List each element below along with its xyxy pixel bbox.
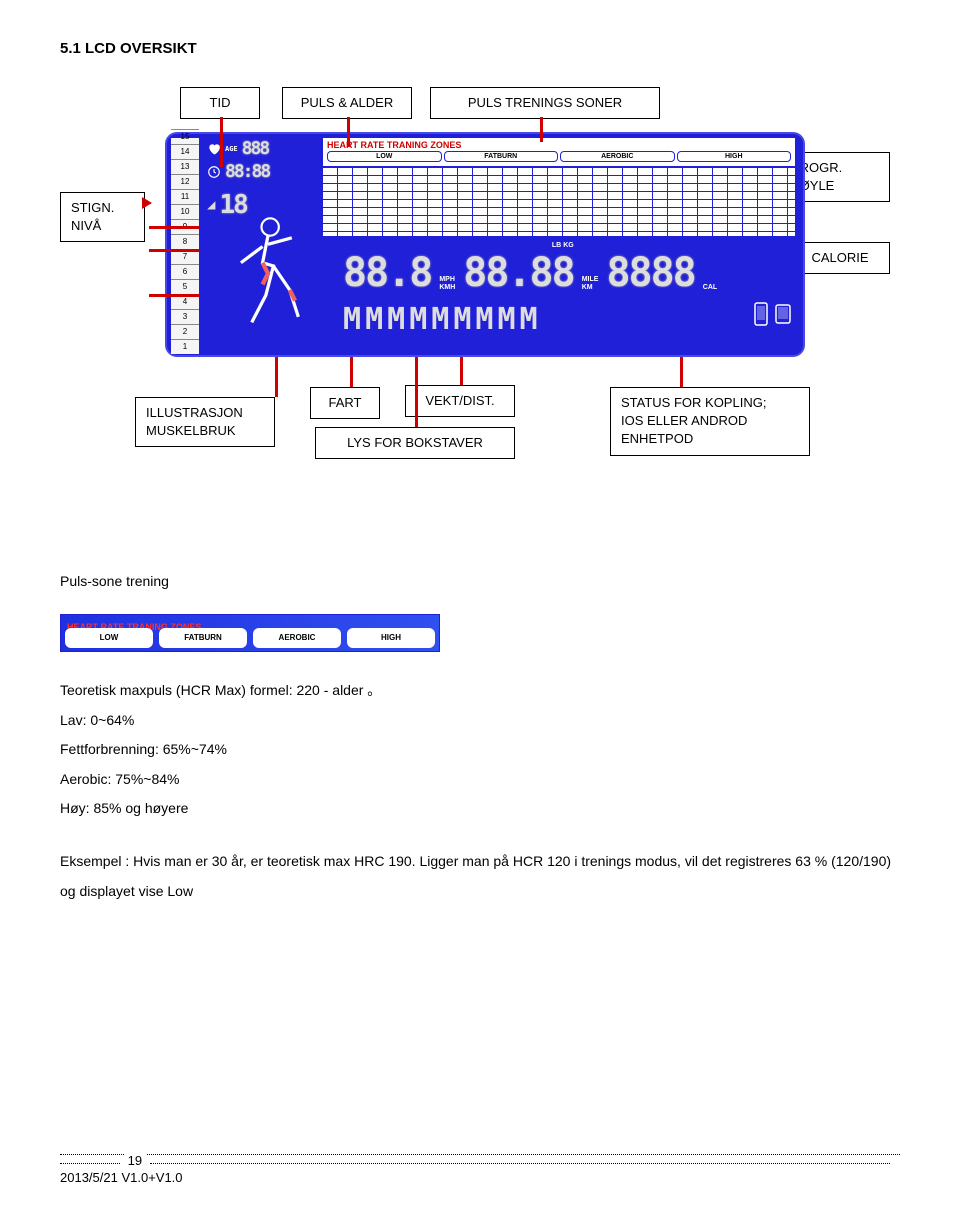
dist-digits: 88.88 [463,250,573,296]
tablet-icon [775,302,791,326]
zone-aerobic: AEROBIC [560,151,675,162]
label-puls-soner: PULS TRENINGS SONER [430,87,660,119]
scale-cell: 11 [171,189,199,204]
scale-cell: 3 [171,309,199,324]
runner-icon [213,214,323,344]
speed-digits: 88.8 [343,250,431,296]
lcd-content: AGE 888 88:88 ◢ 18 HEART RATE TRANING ZO… [203,134,803,355]
time-digits: 88:88 [225,161,269,182]
text-eksempel: Eksempel : Hvis man er 30 år, er teoreti… [60,847,900,906]
scale-cell: 12 [171,174,199,189]
label-illustrasjon: ILLUSTRASJON MUSKELBRUK [135,397,275,447]
label-calorie: CALORIE [790,242,890,274]
label-stign: STIGN. [71,200,114,215]
hr-zone-header: HEART RATE TRANING ZONES LOW FATBURN AER… [323,138,795,166]
pulse-digits: 888 [242,138,269,159]
alpha-seg: M [453,302,471,337]
unit-lb: LB [552,242,561,250]
zone-img-fatburn: FATBURN [159,628,247,649]
lcd-diagram: TID PULS & ALDER PULS TRENINGS SONER PRO… [60,87,900,527]
label-status-l2: IOS ELLER ANDROD [621,413,747,428]
text-formel: Teoretisk maxpuls (HCR Max) formel: 220 … [60,676,900,705]
unit-kmh: KMH [439,284,455,292]
zone-img-low: LOW [65,628,153,649]
label-status: STATUS FOR KOPLING; IOS ELLER ANDROD ENH… [610,387,810,456]
scale-cell: 10 [171,204,199,219]
scale-cell: 15 [171,129,199,144]
lcd-scale: 1 2 3 4 5 6 7 8 9 10 11 12 13 14 15 [171,138,199,354]
alpha-seg: M [409,302,427,337]
alpha-seg: M [343,302,361,337]
footer: 19 2013/5/21 V1.0+V1.0 [60,1154,900,1185]
scale-cell: 8 [171,234,199,249]
zone-high: HIGH [677,151,792,162]
device-icons [753,302,791,326]
label-lys: LYS FOR BOKSTAVER [315,427,515,459]
label-stign-niva: STIGN. NIVÅ [60,192,145,242]
unit-kg: KG [563,242,574,250]
section-title: 5.1 LCD OVERSIKT [60,40,900,57]
age-label: AGE [225,145,238,153]
text-puls-trening: Puls-sone trening [60,567,900,596]
scale-cell: 6 [171,264,199,279]
zone-img-high: HIGH [347,628,435,649]
scale-cell: 5 [171,279,199,294]
text-fett: Fettforbrenning: 65%~74% [60,735,900,764]
unit-mile: MILE [582,276,599,284]
text-aerobic: Aerobic: 75%~84% [60,765,900,794]
label-tid: TID [180,87,260,119]
big-digits: 8888 [606,250,694,296]
zone-fatburn: FATBURN [444,151,559,162]
alpha-row: M M M M M M M M M [343,302,795,337]
alpha-seg: M [475,302,493,337]
alpha-seg: M [365,302,383,337]
label-puls-alder: PULS & ALDER [282,87,412,119]
label-fart: FART [310,387,380,419]
text-lav: Lav: 0~64% [60,706,900,735]
text-hoy: Høy: 85% og høyere [60,794,900,823]
page-number: 19 [124,1153,146,1168]
runner-illustration [213,214,333,344]
alpha-seg: M [520,302,538,337]
lcd-top-digits: AGE 888 88:88 ◢ 18 [207,138,317,222]
scale-cell: 2 [171,324,199,339]
footer-version: 2013/5/21 V1.0+V1.0 [60,1170,900,1185]
label-illustrasjon-l1: ILLUSTRASJON [146,405,243,420]
phone-icon [753,302,769,326]
alpha-seg: M [497,302,515,337]
zone-img-aerobic: AEROBIC [253,628,341,649]
label-niva: NIVÅ [71,218,101,233]
scale-cell: 14 [171,144,199,159]
scale-cell: 13 [171,159,199,174]
alpha-seg: M [387,302,405,337]
scale-cell: 1 [171,339,199,354]
zone-image: HEART RATE TRANING ZONES LOW FATBURN AER… [60,614,440,652]
clock-icon [207,165,221,179]
label-illustrasjon-l2: MUSKELBRUK [146,423,236,438]
zone-low: LOW [327,151,442,162]
label-status-l3: ENHETPOD [621,431,693,446]
heart-icon [207,142,221,156]
lcd-panel: 1 2 3 4 5 6 7 8 9 10 11 12 13 14 15 AGE … [165,132,805,357]
unit-mph: MPH [439,276,455,284]
alpha-seg: M [431,302,449,337]
program-grid [323,168,795,236]
label-vekt-dist: VEKT/DIST. [405,385,515,417]
main-digits-row: 88.8 MPH KMH LBKG 88.88 MILE KM 8888 [343,242,795,296]
hr-zone-title: HEART RATE TRANING ZONES [327,140,791,150]
label-status-l1: STATUS FOR KOPLING; [621,395,766,410]
unit-cal: CAL [703,284,717,292]
unit-km: KM [582,284,599,292]
body-text: Puls-sone trening HEART RATE TRANING ZON… [60,567,900,906]
